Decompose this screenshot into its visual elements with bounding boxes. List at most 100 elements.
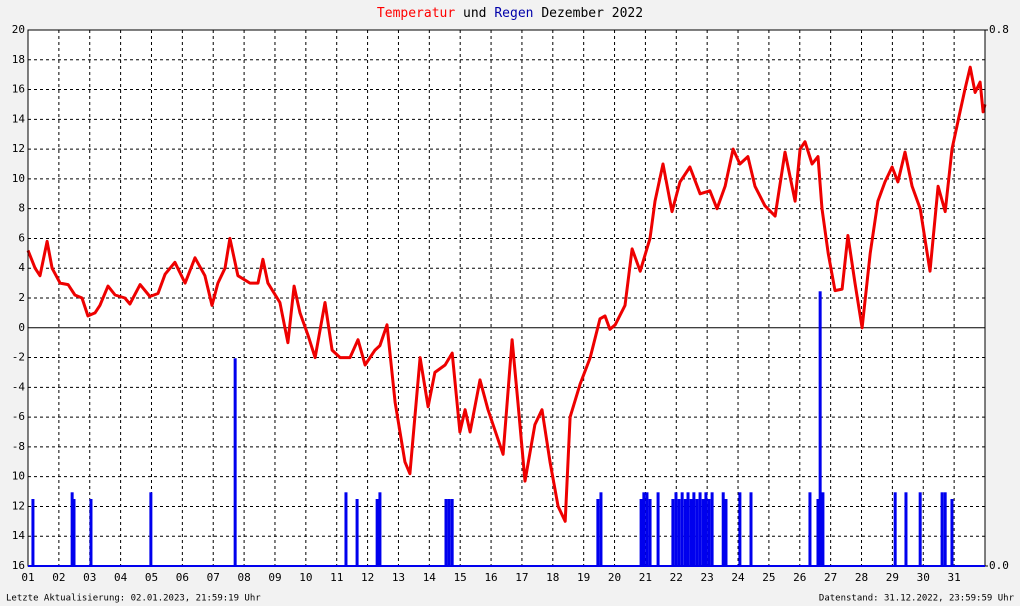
x-tick-label: 03	[83, 571, 96, 584]
y-tick-label: 12	[12, 499, 25, 512]
x-tick-label: 07	[207, 571, 220, 584]
y-tick-label: -2	[12, 351, 25, 364]
x-tick-label: 13	[392, 571, 405, 584]
x-tick-label: 11	[330, 571, 343, 584]
y2-tick-label: 0.0	[989, 559, 1009, 572]
rain-bar	[677, 499, 681, 566]
rain-bar	[70, 492, 74, 566]
x-tick-label: 15	[454, 571, 467, 584]
rain-bar	[344, 492, 348, 566]
y-tick-label: 4	[18, 261, 25, 274]
rain-bar	[692, 492, 696, 566]
y-tick-label: 14	[12, 112, 26, 125]
x-tick-label: 14	[423, 571, 437, 584]
y-tick-label: 16	[12, 559, 25, 572]
title-part: Dezember 2022	[541, 6, 643, 21]
x-tick-label: 19	[577, 571, 590, 584]
rain-bar	[671, 499, 675, 566]
rain-bar	[808, 492, 812, 566]
x-tick-label: 05	[145, 571, 158, 584]
rain-bar	[707, 499, 711, 566]
x-tick-label: 01	[21, 571, 34, 584]
rain-bar	[233, 358, 237, 566]
rain-bar	[738, 492, 742, 566]
x-tick-label: 23	[701, 571, 714, 584]
rain-bar	[943, 492, 947, 566]
rain-bar	[686, 492, 690, 566]
rain-bar	[816, 499, 820, 566]
rain-bar	[821, 492, 825, 566]
rain-bar	[918, 492, 922, 566]
x-tick-label: 17	[515, 571, 528, 584]
rain-bar	[904, 492, 908, 566]
y-tick-label: 10	[12, 470, 25, 483]
x-tick-label: 24	[731, 571, 745, 584]
rain-bar	[704, 492, 708, 566]
rain-bar	[940, 492, 944, 566]
y-tick-label: 18	[12, 53, 25, 66]
rain-bar	[656, 492, 660, 566]
y-tick-label: 10	[12, 172, 25, 185]
rain-bar	[645, 492, 649, 566]
rain-bar	[355, 499, 359, 566]
x-tick-label: 21	[639, 571, 652, 584]
title-part: und	[463, 6, 486, 21]
x-tick-label: 22	[670, 571, 683, 584]
rain-bar	[950, 499, 954, 566]
x-tick-label: 27	[824, 571, 837, 584]
x-tick-label: 25	[762, 571, 775, 584]
x-tick-label: 20	[608, 571, 621, 584]
rain-bar	[378, 492, 382, 566]
rain-bar	[648, 499, 652, 566]
rain-bar	[375, 499, 379, 566]
chart-title: Temperatur und Regen Dezember 2022	[377, 6, 643, 21]
rain-bar	[639, 499, 643, 566]
x-tick-label: 02	[52, 571, 65, 584]
y-tick-label: 0	[18, 321, 25, 334]
rain-bar	[689, 499, 693, 566]
footer-left: Letzte Aktualisierung: 02.01.2023, 21:59…	[6, 594, 261, 604]
temperature-line	[26, 65, 987, 523]
rain-bar	[444, 499, 448, 566]
rain-bar	[149, 492, 153, 566]
x-tick-label: 09	[268, 571, 281, 584]
x-tick-label: 28	[855, 571, 868, 584]
x-tick-label: 30	[917, 571, 930, 584]
rain-bar	[710, 492, 714, 566]
rain-bar	[642, 492, 646, 566]
rain-bar	[674, 492, 678, 566]
x-tick-label: 08	[237, 571, 250, 584]
x-tick-label: 04	[114, 571, 128, 584]
y-tick-label: 16	[12, 83, 25, 96]
x-tick-label: 29	[886, 571, 899, 584]
rain-bar	[72, 499, 76, 566]
y-tick-label: 20	[12, 23, 25, 36]
y-tick-label: -6	[12, 410, 25, 423]
rain-bar	[680, 492, 684, 566]
plot-area	[28, 30, 985, 566]
footer-right: Datenstand: 31.12.2022, 23:59:59 Uhr	[819, 594, 1015, 604]
y-tick-label: 8	[18, 202, 25, 215]
y-tick-label: -8	[12, 440, 25, 453]
rain-bar	[818, 291, 822, 566]
rain-bar	[749, 492, 753, 566]
title-part: Temperatur	[377, 6, 455, 21]
y-tick-label: -4	[12, 380, 26, 393]
x-tick-label: 31	[948, 571, 961, 584]
rain-bar	[721, 492, 725, 566]
rain-bar	[447, 499, 451, 566]
rain-bar	[724, 499, 728, 566]
y2-tick-label: 0.8	[989, 23, 1009, 36]
x-tick-label: 10	[299, 571, 312, 584]
rain-bar	[599, 492, 603, 566]
rain-bar	[89, 499, 93, 566]
rain-bar	[683, 499, 687, 566]
y-tick-label: 12	[12, 142, 25, 155]
title-part: Regen	[494, 6, 533, 21]
y-tick-label: 14	[12, 529, 26, 542]
y-tick-label: 2	[18, 291, 25, 304]
x-tick-label: 16	[484, 571, 497, 584]
rain-bar	[450, 499, 454, 566]
